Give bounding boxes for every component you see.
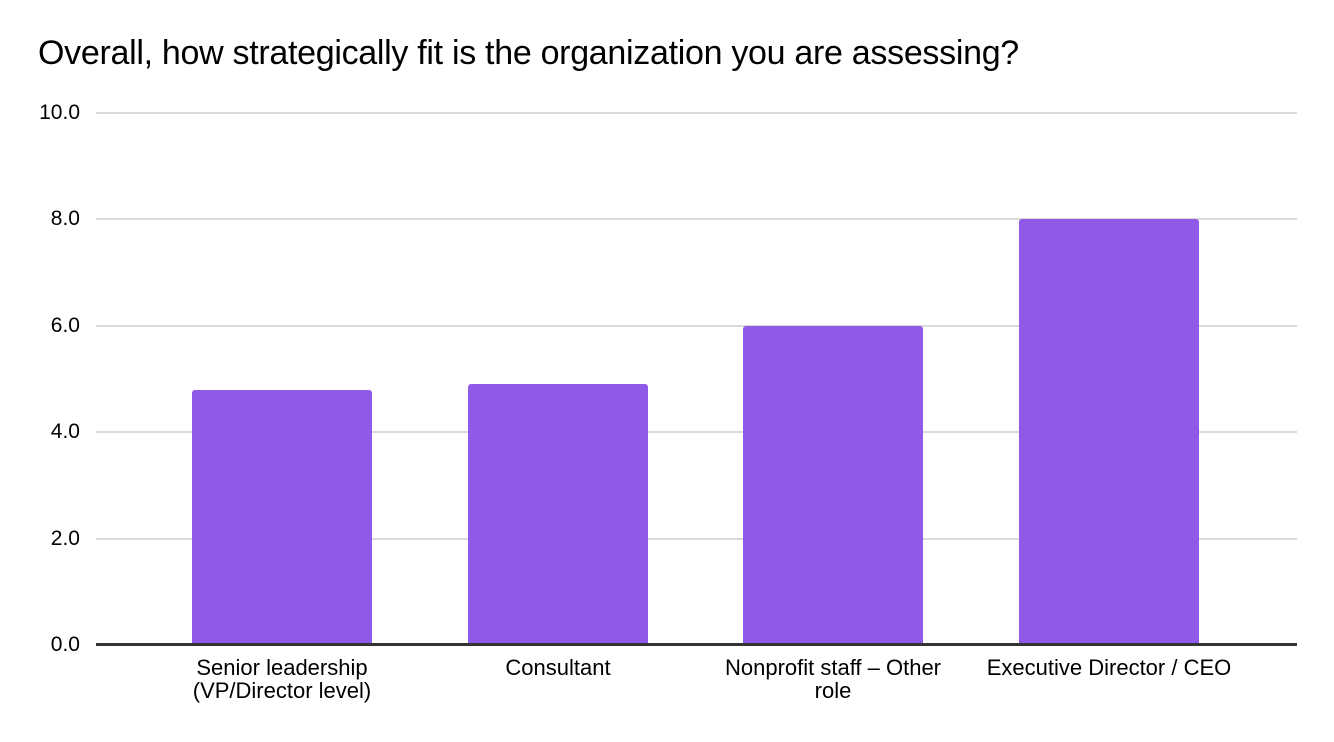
y-tick-label: 8.0 [50, 207, 80, 230]
bar[interactable] [743, 326, 923, 645]
x-category-label: Consultant [505, 655, 611, 680]
y-tick-label: 6.0 [50, 314, 80, 337]
chart-title: Overall, how strategically fit is the or… [38, 34, 1019, 72]
y-tick-label: 10.0 [39, 101, 80, 124]
plot-area [96, 112, 1297, 646]
y-tick-label: 4.0 [50, 420, 80, 443]
gridline [96, 325, 1297, 327]
gridline [96, 538, 1297, 540]
bar[interactable] [192, 390, 372, 645]
x-category-label: Nonprofit staff – Other role [724, 655, 942, 703]
bar[interactable] [1019, 219, 1199, 645]
x-category-label: Senior leadership (VP/Director level) [192, 655, 372, 703]
x-axis-line [96, 643, 1297, 646]
gridline [96, 112, 1297, 114]
gridline [96, 431, 1297, 433]
x-category-label: Executive Director / CEO [986, 655, 1232, 680]
y-tick-label: 2.0 [50, 527, 80, 550]
bar[interactable] [468, 384, 648, 645]
gridline [96, 218, 1297, 220]
y-tick-label: 0.0 [50, 633, 80, 656]
